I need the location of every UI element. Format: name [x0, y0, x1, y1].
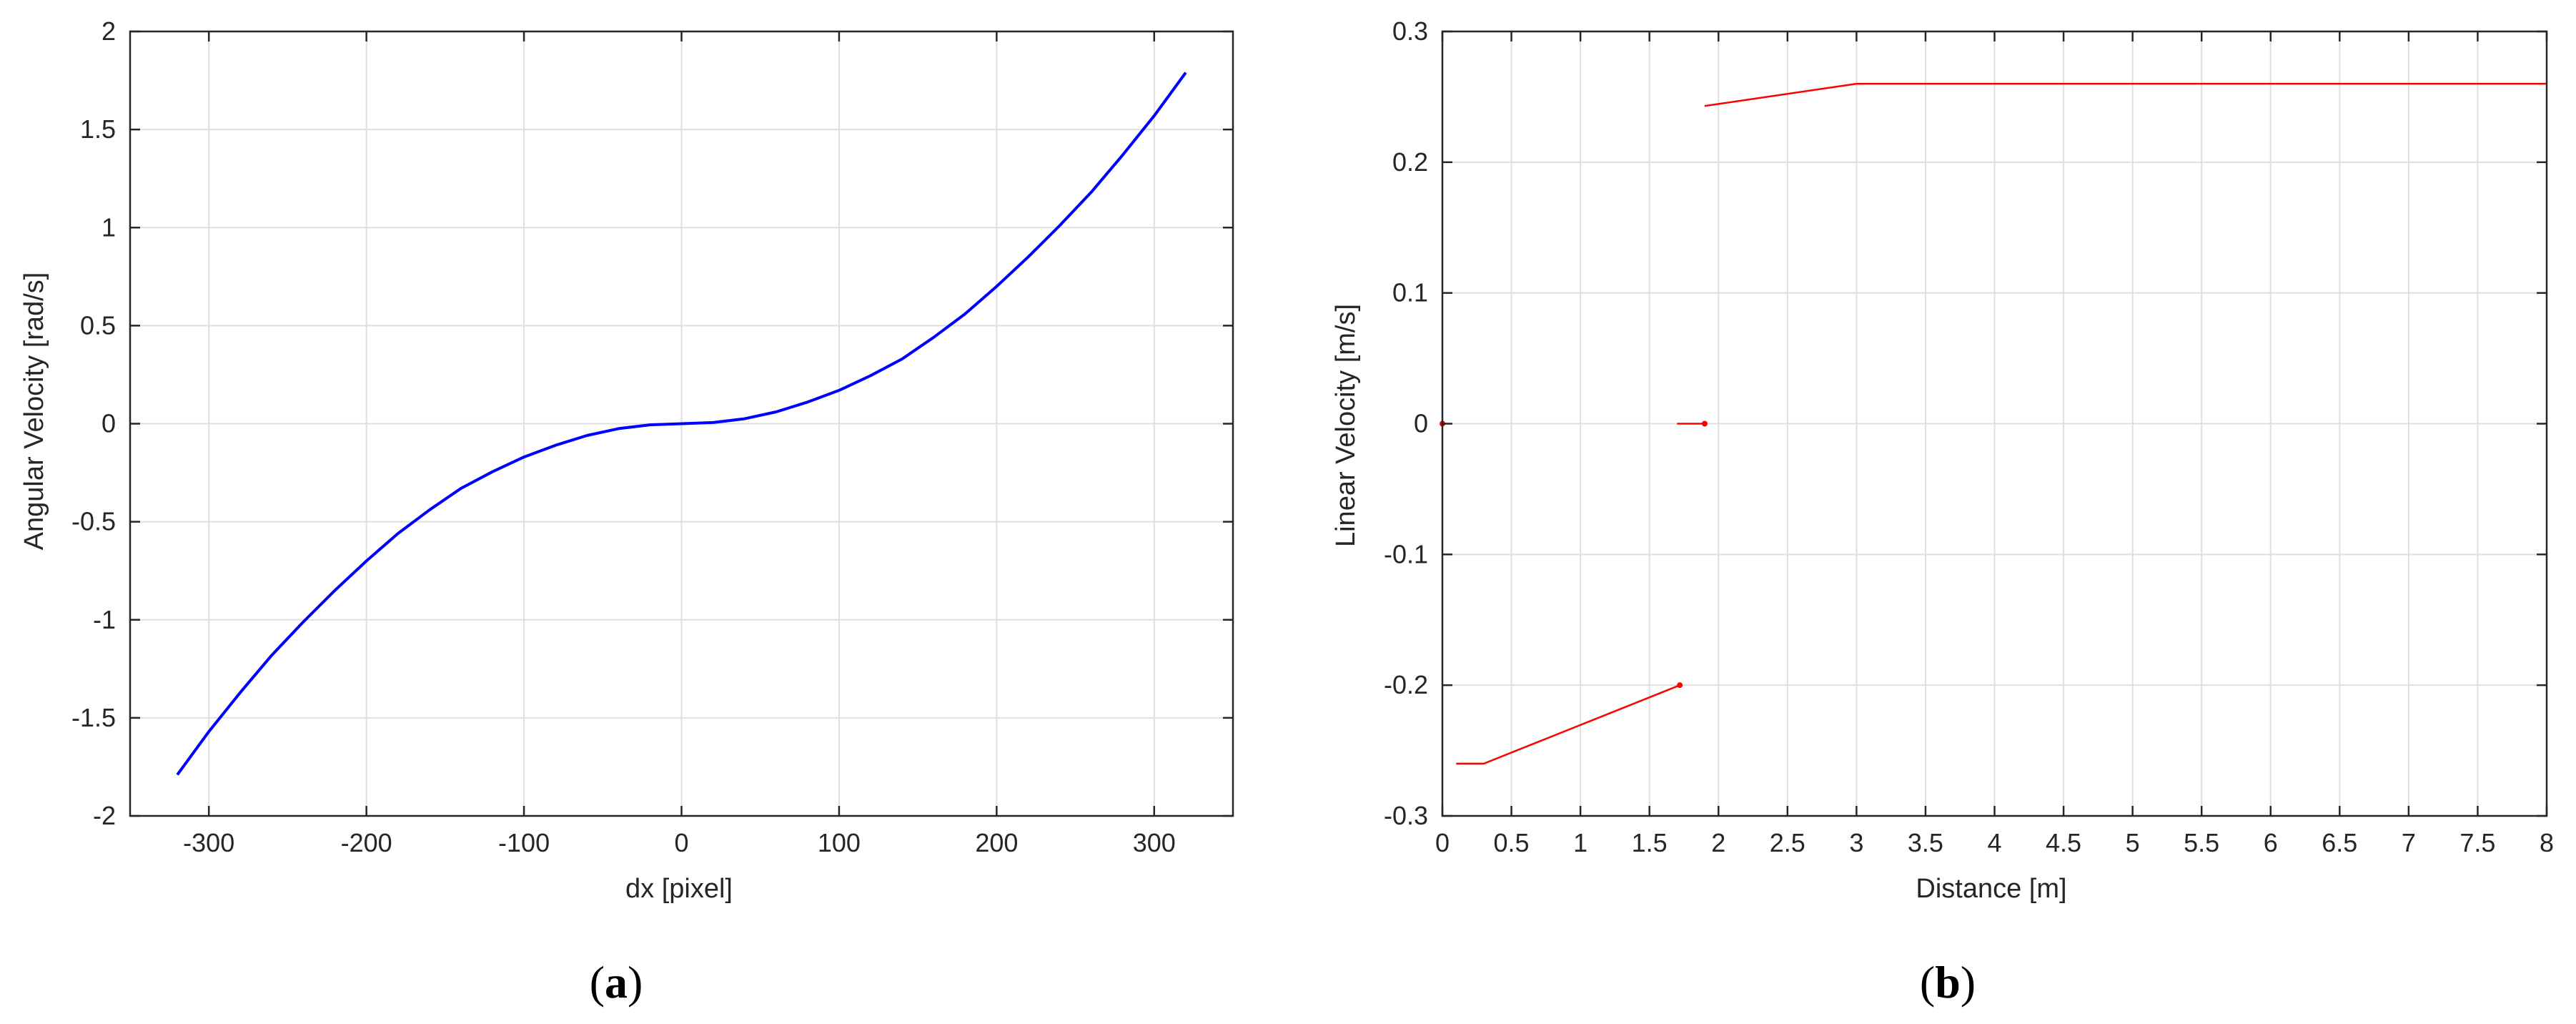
panel-a-y-tick-label: 2 [101, 16, 116, 46]
panel-a-x-tick-label: 0 [674, 828, 688, 857]
panel-b-y-axis-label: Linear Velocity [m/s] [1331, 304, 1361, 547]
panel-b-y-tick-label: -0.1 [1384, 539, 1428, 568]
panel-b-x-tick-label: 4.5 [2046, 828, 2081, 857]
panel-b-x-tick-label: 6.5 [2322, 828, 2357, 857]
panel-b-y-tick-label: 0 [1414, 409, 1428, 438]
panel-a-ticks: -300 -200 -100 0 100 200 300 -2 -1.5 -1 -0.5 0 0.5 1 1… [71, 16, 1233, 857]
panel-a-caption: (a) [590, 957, 643, 1008]
panel-b-x-tick-label: 5 [2126, 828, 2140, 857]
panel-a-x-axis-label: dx [pixel] [625, 874, 733, 904]
panel-b-x-tick-label: 5.5 [2184, 828, 2219, 857]
panel-b-x-tick-label: 8 [2540, 828, 2554, 857]
panel-a-y-tick-label: 0.5 [80, 310, 116, 340]
panel-b-series-line [1456, 684, 1680, 765]
panel-a-x-tick-label: 100 [818, 828, 861, 857]
panel-b-x-tick-label: 2 [1711, 828, 1725, 857]
panel-b-x-tick-label: 1.5 [1632, 828, 1668, 857]
panel-b-x-axis-label: Distance [m] [1916, 874, 2066, 904]
panel-a-y-tick-label: 0 [101, 409, 116, 438]
panel-b-x-tick-label: 7.5 [2459, 828, 2495, 857]
panel-b-ticks: 0 0.5 1 1.5 2 2.5 3 3.5 4 4.5 5 5.5 6 6.5 7 7.5 8 -0.3 -0.… [1384, 16, 2554, 857]
panel-b-x-tick-label: 1 [1573, 828, 1587, 857]
panel-a-y-tick-label: -0.5 [71, 507, 116, 536]
panel-b-series-point [1701, 420, 1708, 427]
panel-b-y-tick-label: 0.2 [1392, 147, 1428, 177]
panel-b-x-tick-label: 2.5 [1770, 828, 1805, 857]
panel-b-caption: (b) [1920, 957, 1976, 1008]
panel-b-x-tick-label: 6 [2264, 828, 2278, 857]
panel-b-chart: 0 0.5 1 1.5 2 2.5 3 3.5 4 4.5 5 5.5 6 6.5 7 7.5 8 -0.3 -0.… [1331, 16, 2554, 1008]
panel-a-x-tick-label: -100 [498, 828, 550, 857]
panel-b-y-tick-label: 0.3 [1392, 16, 1428, 46]
panel-b-x-tick-label: 0.5 [1494, 828, 1530, 857]
panel-a-x-tick-label: 200 [975, 828, 1018, 857]
panel-a-series [176, 72, 1187, 776]
panel-b-series-point [1677, 682, 1683, 689]
panel-a-y-tick-label: -1.5 [71, 703, 116, 732]
panel-a-series-line [176, 72, 1187, 776]
panel-b-series-line [1704, 82, 2547, 107]
panel-a-y-tick-label: 1.5 [80, 114, 116, 144]
panel-a-x-tick-label: -200 [341, 828, 392, 857]
panel-a-x-tick-label: -300 [183, 828, 234, 857]
panel-b-grid [1442, 31, 2547, 817]
panel-a-x-tick-label: 300 [1133, 828, 1176, 857]
panel-a-grid [130, 31, 1233, 817]
panel-a-y-tick-label: 1 [101, 212, 116, 242]
panel-b-x-tick-label: 3.5 [1908, 828, 1943, 857]
panel-b-y-tick-label: 0.1 [1392, 278, 1428, 307]
panel-b-x-tick-label: 0 [1435, 828, 1450, 857]
panel-a-y-tick-label: -2 [93, 801, 116, 830]
panel-b-x-tick-label: 4 [1987, 828, 2001, 857]
panel-a-y-tick-label: -1 [93, 605, 116, 634]
panel-b-y-tick-label: -0.3 [1384, 801, 1428, 830]
panel-b-y-tick-label: -0.2 [1384, 670, 1428, 699]
panel-b-x-tick-label: 7 [2402, 828, 2416, 857]
panel-a-chart: -300 -200 -100 0 100 200 300 -2 -1.5 -1 -0.5 0 0.5 1 1… [19, 16, 1234, 1008]
panel-a-y-axis-label: Angular Velocity [rad/s] [19, 272, 49, 551]
panel-b-x-tick-label: 3 [1849, 828, 1863, 857]
